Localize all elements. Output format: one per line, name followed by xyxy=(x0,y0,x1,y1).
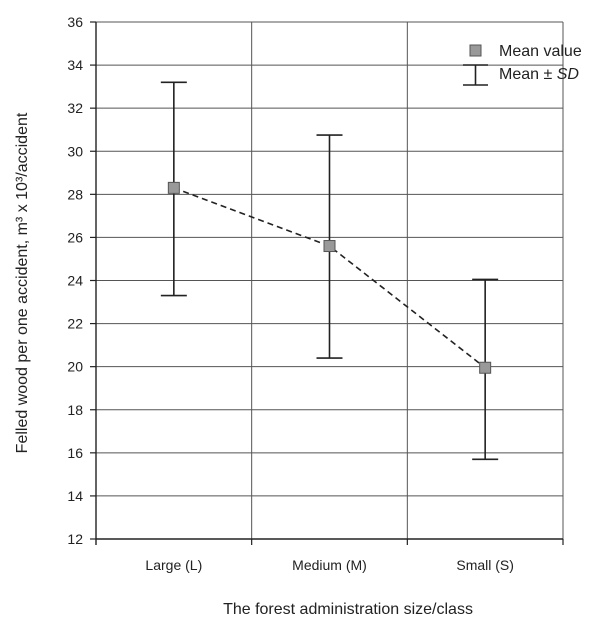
x-tick-labels: Large (L) Medium (M) Small (S) xyxy=(145,557,514,573)
y-tick-label: 36 xyxy=(67,14,83,30)
x-tick-label: Medium (M) xyxy=(292,557,367,573)
legend-mean-marker xyxy=(469,44,482,57)
y-tick-label: 22 xyxy=(67,316,83,332)
x-tick-label: Small (S) xyxy=(456,557,514,573)
y-axis-title: Felled wood per one accident, m³ x 10³/a… xyxy=(14,112,31,453)
y-tick-label: 32 xyxy=(67,100,83,116)
error-bars xyxy=(160,81,499,461)
y-tick-label: 18 xyxy=(67,402,83,418)
legend-sd-symbol-text: SD xyxy=(557,66,580,83)
markers xyxy=(167,181,492,374)
mean-marker xyxy=(323,240,336,253)
y-tick-label: 34 xyxy=(67,57,83,73)
y-tick-label: 28 xyxy=(67,186,83,202)
series-line xyxy=(173,187,486,369)
y-tick-label: 20 xyxy=(67,359,83,375)
legend-mean-label: Mean value xyxy=(499,43,582,60)
mean-marker xyxy=(479,361,492,374)
mean-marker xyxy=(167,181,180,194)
legend: Mean value Mean ± SD xyxy=(463,43,582,86)
y-tick-label: 30 xyxy=(67,143,83,159)
y-tick-label: 14 xyxy=(67,488,83,504)
legend-sd-label: Mean ± SD xyxy=(499,66,579,83)
y-tick-label: 12 xyxy=(67,531,83,547)
mean-dashed-line xyxy=(173,187,486,369)
x-tick-label: Large (L) xyxy=(145,557,202,573)
y-tick-label: 16 xyxy=(67,445,83,461)
axes xyxy=(90,21,564,545)
y-tick-labels: 12 14 16 18 20 22 24 26 28 30 32 34 36 xyxy=(67,14,83,547)
y-tick-label: 26 xyxy=(67,229,83,245)
legend-sd-symbol xyxy=(463,64,488,86)
y-tick-label: 24 xyxy=(67,273,83,289)
legend-sd-prefix: Mean ± xyxy=(499,66,557,83)
x-axis-title: The forest administration size/class xyxy=(223,601,473,618)
